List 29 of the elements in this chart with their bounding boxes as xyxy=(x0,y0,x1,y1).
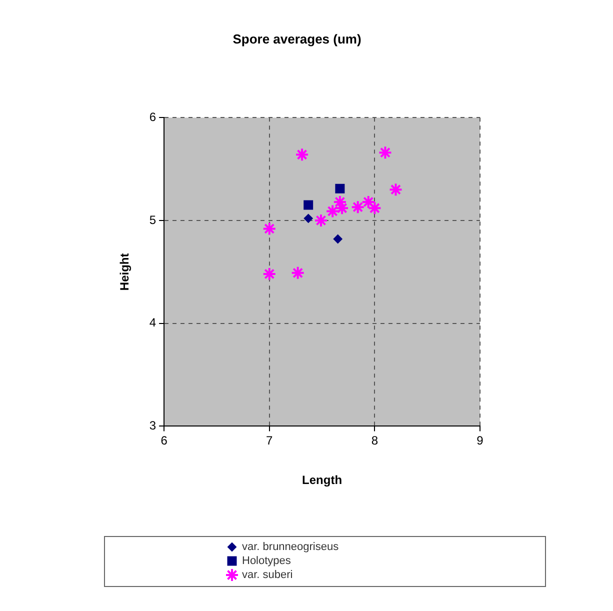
point xyxy=(378,146,392,160)
chart-title: Spore averages (um) xyxy=(232,31,362,46)
point xyxy=(262,266,276,281)
x-tick-label: 7 xyxy=(266,434,274,448)
point xyxy=(326,204,340,218)
x-tick-label: 8 xyxy=(371,434,378,448)
y-tick-label: 5 xyxy=(149,212,156,227)
point xyxy=(388,182,403,197)
point xyxy=(314,213,328,228)
point xyxy=(290,266,305,280)
point xyxy=(350,200,365,214)
y-tick-label: 3 xyxy=(149,418,156,433)
legend-label: var. suberi xyxy=(242,569,293,581)
x-tick-label: 9 xyxy=(476,434,484,448)
x-axis-title: Length xyxy=(302,473,342,488)
y-tick-label: 6 xyxy=(149,110,156,124)
y-axis-title: Height xyxy=(118,253,132,291)
x-tick-label: 6 xyxy=(160,434,168,448)
point xyxy=(295,148,310,162)
legend-label: var. brunneogriseus xyxy=(242,541,339,553)
point xyxy=(304,214,313,223)
point xyxy=(304,200,314,210)
point xyxy=(368,201,382,216)
point xyxy=(262,222,276,236)
legend-label: Holotypes xyxy=(242,555,291,567)
point xyxy=(335,184,345,194)
point xyxy=(333,234,342,244)
point xyxy=(361,194,376,209)
y-tick-label: 4 xyxy=(149,316,156,330)
